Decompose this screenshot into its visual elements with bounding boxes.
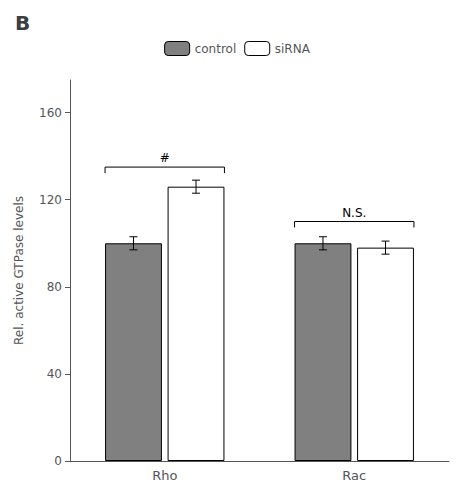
svg-text:#: #: [160, 151, 170, 165]
svg-text:Rel. active GTPase levels: Rel. active GTPase levels: [12, 196, 26, 345]
svg-text:Rac: Rac: [342, 468, 366, 483]
svg-text:N.S.: N.S.: [342, 206, 366, 220]
svg-text:0: 0: [54, 454, 62, 468]
svg-text:control: control: [195, 42, 237, 56]
svg-text:80: 80: [47, 280, 62, 294]
svg-text:40: 40: [47, 367, 62, 381]
svg-text:B: B: [15, 11, 30, 35]
svg-text:160: 160: [39, 106, 62, 120]
svg-text:120: 120: [39, 193, 62, 207]
svg-text:Rho: Rho: [152, 468, 177, 483]
svg-text:siRNA: siRNA: [275, 42, 311, 56]
